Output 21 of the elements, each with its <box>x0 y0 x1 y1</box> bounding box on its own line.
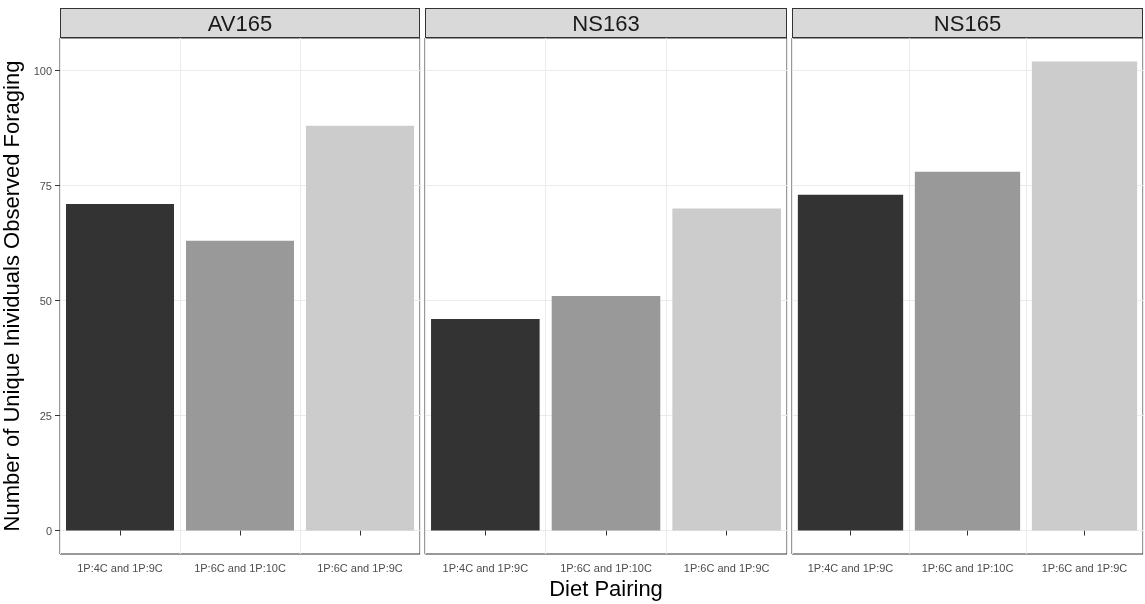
x-tick-label: 1P:6C and 1P:9C <box>1041 561 1128 574</box>
chart-title: NS163 <box>425 8 787 38</box>
y-tick-label: 25 <box>39 409 52 422</box>
chart-title: AV165 <box>60 8 420 38</box>
x-tick-label: 1P:4C and 1P:9C <box>77 561 163 574</box>
x-axis-title: Diet Pairing <box>549 576 663 602</box>
x-tick-label: 1P:4C and 1P:9C <box>442 561 529 574</box>
chart-title: NS165 <box>792 8 1143 38</box>
x-tick-label: 1P:4C and 1P:9C <box>807 561 894 574</box>
x-tick-label: 1P:6C and 1P:9C <box>317 561 403 574</box>
x-tick-label: 1P:6C and 1P:10C <box>194 561 286 574</box>
bar <box>306 125 414 531</box>
y-tick-label: 50 <box>39 294 52 307</box>
y-tick-label: 75 <box>39 179 52 192</box>
y-tick-label: 100 <box>33 64 52 77</box>
y-axis-title: Number of Unique Inividuals Observed Foraging <box>0 60 25 532</box>
x-tick-label: 1P:6C and 1P:10C <box>560 561 652 574</box>
bar <box>186 240 294 531</box>
x-tick-label: 1P:6C and 1P:9C <box>683 561 770 574</box>
y-tick-label: 0 <box>45 524 52 537</box>
x-tick-label: 1P:6C and 1P:10C <box>921 561 1014 574</box>
